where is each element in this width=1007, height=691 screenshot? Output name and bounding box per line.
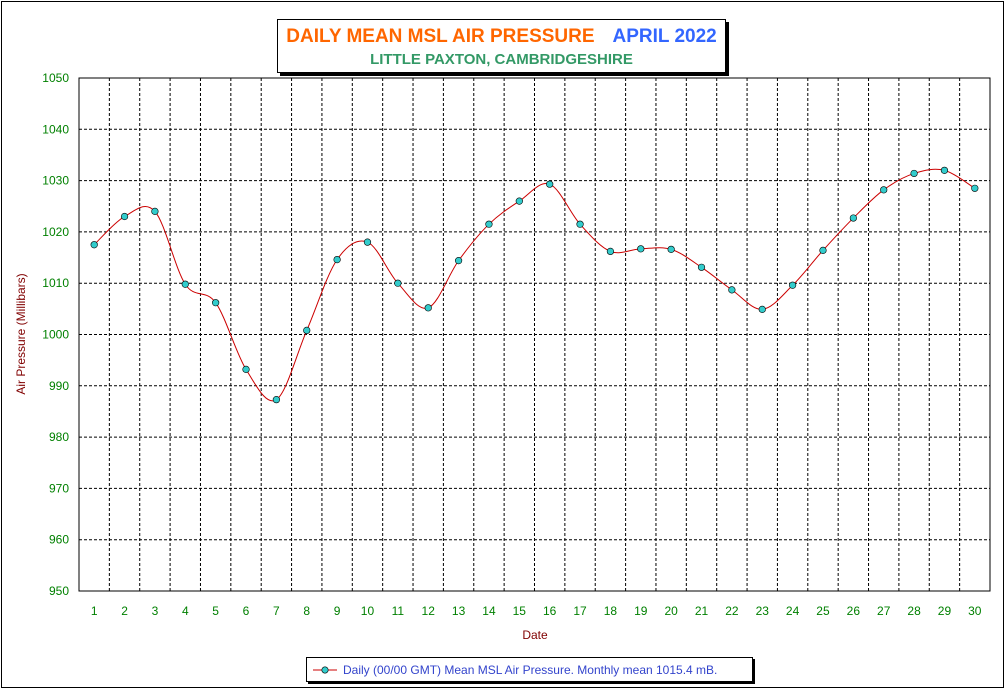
data-point	[789, 281, 797, 289]
title-month: APRIL 2022	[612, 26, 717, 47]
data-point	[90, 241, 98, 249]
data-point	[242, 365, 250, 373]
data-point	[272, 396, 280, 404]
x-tick-label: 14	[482, 604, 496, 618]
x-tick-label: 6	[243, 604, 250, 618]
data-point	[333, 256, 341, 264]
legend-label: Daily (00/00 GMT) Mean MSL Air Pressure.…	[343, 663, 718, 677]
chart-title: DAILY MEAN MSL AIR PRESSURE APRIL 2022	[278, 26, 725, 48]
x-tick-label: 26	[847, 604, 861, 618]
y-tick-label: 950	[49, 584, 69, 598]
y-tick-label: 1010	[42, 276, 69, 290]
x-tick-label: 23	[756, 604, 770, 618]
legend: Daily (00/00 GMT) Mean MSL Air Pressure.…	[306, 657, 753, 682]
x-tick-label: 22	[725, 604, 739, 618]
data-point	[424, 304, 432, 312]
data-point	[120, 212, 129, 221]
x-tick-label: 11	[392, 604, 405, 618]
x-tick-label: 19	[634, 604, 648, 618]
legend-line-icon	[313, 666, 337, 674]
x-axis-ticks: 1 2 3 4 5 6 7 8 9 10 11 12 13 14 15 16 17 18 19 20 21 22 23 24 2…	[91, 604, 982, 618]
x-tick-label: 15	[513, 604, 527, 618]
x-tick-label: 7	[273, 604, 280, 618]
x-tick-label: 4	[182, 604, 189, 618]
data-point	[910, 169, 918, 178]
y-axis-ticks: 950 960 970 980 990 1000 1010 1020 1030 1040 1050	[42, 71, 69, 598]
data-point	[546, 180, 554, 188]
data-point	[880, 186, 888, 194]
x-tick-label: 2	[121, 604, 128, 618]
data-point	[728, 286, 736, 294]
y-tick-label: 970	[49, 481, 69, 495]
x-tick-label: 3	[152, 604, 159, 618]
x-tick-label: 8	[303, 604, 310, 618]
data-point	[454, 257, 463, 265]
data-point	[212, 299, 220, 307]
x-tick-label: 24	[786, 604, 800, 618]
data-point	[515, 197, 523, 205]
data-point	[606, 247, 615, 255]
y-tick-label: 1040	[42, 122, 69, 136]
x-tick-label: 12	[422, 604, 436, 618]
x-tick-label: 13	[452, 604, 466, 618]
data-markers	[90, 166, 979, 404]
x-tick-label: 20	[664, 604, 678, 618]
data-point	[151, 207, 159, 215]
y-tick-label: 1000	[42, 328, 69, 342]
data-point	[181, 280, 189, 288]
data-point	[667, 245, 675, 253]
x-tick-label: 29	[938, 604, 952, 618]
data-point	[849, 214, 857, 222]
y-tick-label: 990	[49, 379, 69, 393]
data-point	[485, 220, 493, 228]
x-tick-label: 25	[816, 604, 830, 618]
x-tick-label: 18	[604, 604, 618, 618]
x-tick-label: 9	[334, 604, 341, 618]
data-point	[394, 279, 402, 287]
x-tick-label: 30	[968, 604, 982, 618]
data-point	[758, 305, 766, 313]
y-tick-label: 1020	[42, 225, 69, 239]
y-tick-label: 960	[49, 533, 69, 547]
data-point	[819, 246, 827, 254]
data-point	[971, 184, 979, 192]
y-tick-label: 1050	[42, 71, 69, 85]
title-main: DAILY MEAN MSL AIR PRESSURE	[286, 26, 595, 47]
x-tick-label: 16	[543, 604, 557, 618]
y-axis-title: Air Pressure (Millibars)	[14, 273, 28, 394]
data-point	[576, 220, 584, 228]
data-point	[697, 263, 706, 271]
chart-subtitle: LITTLE PAXTON, CAMBRIDGESHIRE	[370, 51, 633, 68]
x-tick-label: 1	[91, 604, 98, 618]
data-point	[303, 326, 311, 334]
x-tick-label: 17	[573, 604, 587, 618]
chart-title-box: DAILY MEAN MSL AIR PRESSURE APRIL 2022 LI…	[277, 19, 726, 73]
plot-area-border	[78, 77, 991, 592]
y-tick-label: 1030	[42, 174, 69, 188]
data-point	[637, 245, 645, 253]
x-axis-title: Date	[522, 628, 548, 642]
data-point	[940, 166, 949, 174]
x-tick-label: 21	[695, 604, 709, 618]
grid	[79, 78, 990, 591]
x-tick-label: 27	[877, 604, 891, 618]
x-tick-label: 10	[361, 604, 375, 618]
data-point	[363, 238, 372, 246]
x-tick-label: 28	[907, 604, 921, 618]
y-tick-label: 980	[49, 430, 69, 444]
x-tick-label: 5	[212, 604, 219, 618]
